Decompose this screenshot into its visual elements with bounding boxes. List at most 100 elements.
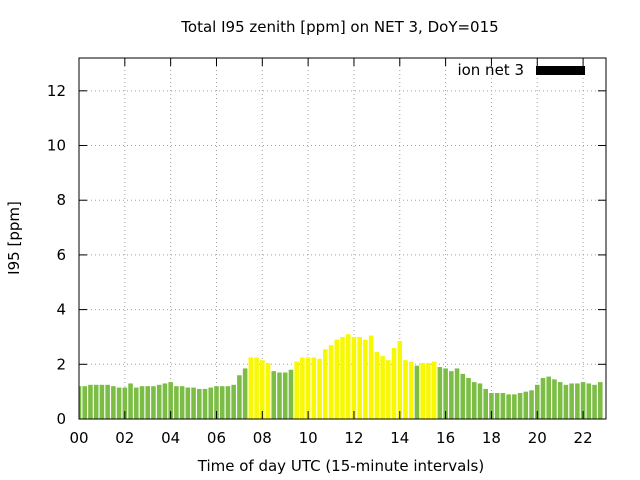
bar: [174, 386, 179, 419]
y-tick-label: 4: [56, 301, 66, 319]
bar: [397, 341, 403, 419]
legend-label: ion net 3: [457, 61, 524, 79]
bar: [214, 386, 219, 419]
bar: [202, 388, 208, 419]
bar: [133, 387, 139, 419]
bar: [449, 371, 454, 419]
bar: [563, 384, 569, 419]
x-tick-label: 20: [528, 429, 547, 447]
bar: [208, 387, 214, 419]
bar: [288, 369, 294, 419]
bar: [82, 386, 88, 419]
bar: [512, 394, 517, 419]
bar: [506, 394, 511, 419]
bar: [197, 388, 202, 419]
bar: [79, 386, 82, 419]
bar: [151, 386, 156, 419]
y-tick-labels: 0 2 4 6 8 10 12: [47, 82, 66, 428]
bar: [265, 362, 271, 419]
bar: [323, 349, 328, 419]
bar: [168, 382, 173, 419]
bar: [145, 386, 151, 419]
bar: [386, 360, 391, 419]
bar: [191, 387, 196, 419]
bar: [111, 386, 116, 419]
x-tick-label: 08: [253, 429, 272, 447]
bar: [368, 335, 374, 419]
bar: [494, 393, 500, 419]
bar: [483, 388, 488, 419]
bar: [271, 371, 277, 419]
bar: [557, 382, 563, 419]
bar: [311, 357, 317, 419]
bar: [586, 383, 592, 419]
x-tick-label: 18: [482, 429, 501, 447]
legend-swatch: [536, 66, 585, 75]
bar: [426, 362, 431, 419]
bar: [592, 384, 597, 419]
bar: [185, 387, 191, 419]
bar: [575, 383, 580, 419]
bar: [489, 393, 494, 419]
bar: [351, 336, 357, 419]
bar: [99, 384, 105, 419]
bar: [408, 361, 414, 419]
bar: [139, 386, 145, 419]
grid: [79, 58, 606, 419]
x-tick-label: 16: [436, 429, 455, 447]
bar: [116, 387, 122, 419]
ticks: [78, 58, 606, 420]
bar: [334, 339, 340, 419]
bar: [128, 383, 133, 419]
bar: [88, 384, 93, 419]
bar: [500, 393, 506, 419]
bar: [248, 357, 254, 419]
bar: [277, 372, 282, 419]
bar: [471, 382, 477, 419]
bar: [340, 336, 345, 419]
bar: [225, 386, 231, 419]
bar: [105, 384, 110, 419]
bar: [357, 336, 362, 419]
bar: [156, 384, 162, 419]
bar: [300, 357, 305, 419]
bar: [454, 368, 460, 419]
y-tick-label: 2: [56, 355, 66, 373]
chart-title: Total I95 zenith [ppm] on NET 3, DoY=015: [180, 18, 498, 36]
bar: [546, 376, 552, 419]
bar: [363, 339, 368, 419]
bar: [460, 373, 466, 419]
x-tick-label: 22: [574, 429, 593, 447]
x-tick-label: 06: [207, 429, 226, 447]
bar: [414, 365, 420, 419]
bar: [477, 383, 483, 419]
y-tick-label: 0: [56, 410, 66, 428]
plot-frame: [78, 57, 607, 420]
bar: [294, 361, 299, 419]
bar: [569, 383, 574, 419]
bar: [380, 356, 385, 419]
bar: [523, 391, 529, 419]
x-tick-label: 14: [390, 429, 409, 447]
bar: [420, 362, 425, 419]
y-tick-label: 10: [47, 137, 66, 155]
bar: [122, 387, 128, 419]
bar: [431, 361, 437, 419]
bar: [254, 357, 259, 419]
bar: [305, 357, 311, 419]
bar: [237, 375, 242, 419]
bar: [391, 347, 397, 419]
bar: [179, 386, 185, 419]
bar: [437, 367, 443, 419]
bar: [403, 360, 408, 419]
y-tick-label: 6: [56, 246, 66, 264]
bar: [260, 360, 265, 419]
legend: ion net 3: [457, 61, 585, 79]
bar: [580, 382, 586, 419]
bar: [466, 377, 471, 419]
y-tick-label: 12: [47, 82, 66, 100]
bar: [328, 345, 334, 419]
bar: [317, 358, 322, 419]
bar: [242, 368, 248, 419]
